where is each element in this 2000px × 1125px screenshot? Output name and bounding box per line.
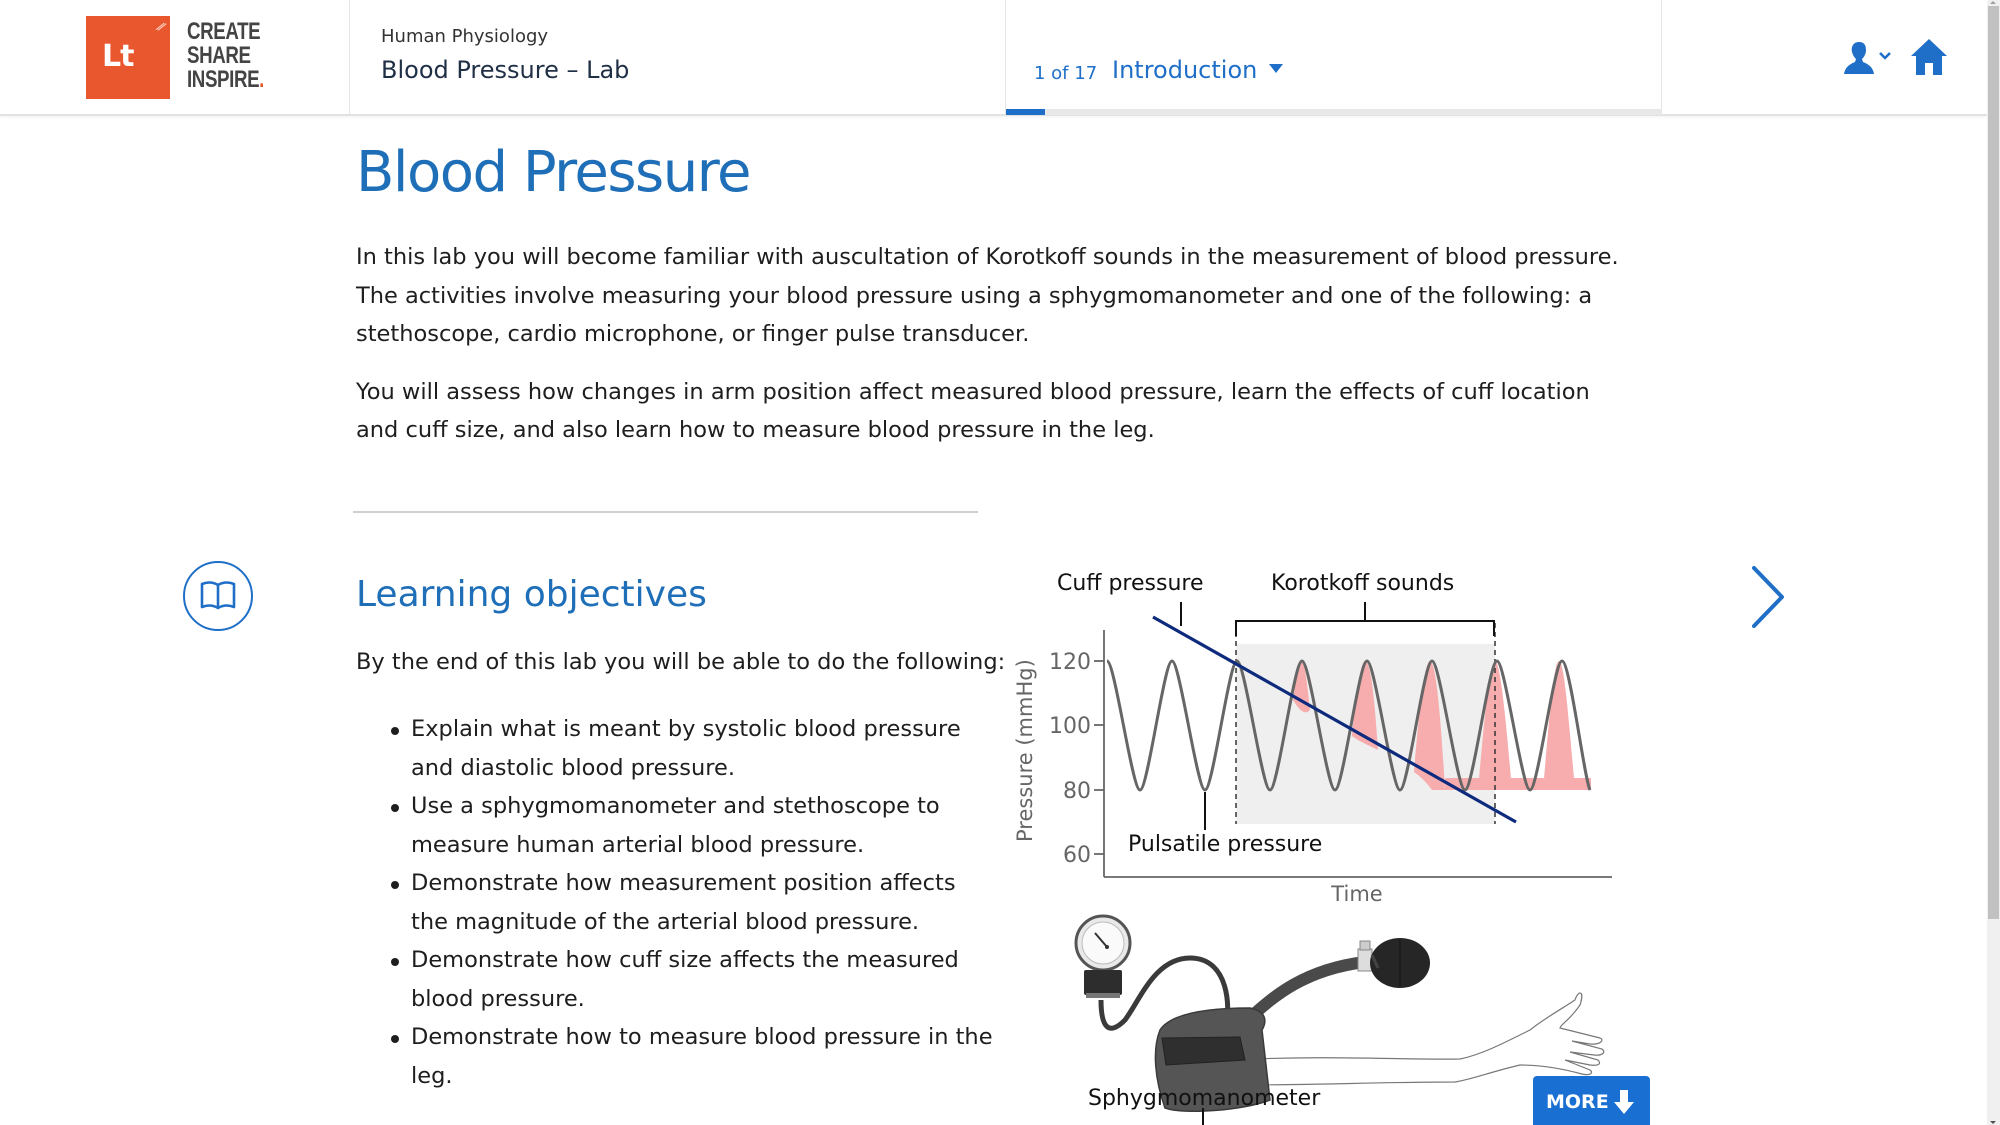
objective-item: Demonstrate how cuff size affects the me… [356,941,996,1018]
spark-icon: ⁄⁄ [156,19,166,35]
top-header: ⁄⁄ Lt CREATE SHARE INSPIRE. Human Physio… [0,0,1987,116]
home-icon [1911,39,1947,75]
objectives-list: Explain what is meant by systolic blood … [356,710,996,1095]
page-position: 1 of 17 [1034,63,1098,84]
tagline-line: CREATE [187,18,261,45]
caret-down-icon [1269,63,1284,73]
scroll-up-icon[interactable] [1990,1,1996,4]
blood-pressure-diagram: 120 100 80 60 Pressure (mmHg) Time Cuff … [1013,571,1612,1125]
chevron-right-icon [1752,566,1784,628]
scrollbar-thumb[interactable] [1988,6,1999,919]
objective-item: Use a sphygmomanometer and stethoscope t… [356,787,996,864]
intro-paragraph: You will assess how changes in arm posit… [356,378,1590,444]
more-button[interactable]: MORE [1533,1076,1650,1125]
page-scrollbar[interactable] [1987,0,2000,1125]
logo-area[interactable]: ⁄⁄ Lt CREATE SHARE INSPIRE. [0,0,350,114]
korotkoff-label: Korotkoff sounds [1271,571,1454,596]
sphygmomanometer-label: Sphygmomanometer [1088,1086,1321,1111]
home-button[interactable] [1910,38,1948,76]
chevron-down-icon [1879,52,1891,60]
course-info: Human Physiology Blood Pressure – Lab [351,0,1006,114]
objective-item: Demonstrate how measurement position aff… [356,864,996,941]
scroll-down-icon[interactable] [1990,1121,1996,1124]
section-dropdown-label: Introduction [1112,56,1258,84]
user-icon [1844,42,1891,74]
x-axis-label: Time [1330,882,1382,906]
intro-paragraph: In this lab you will become familiar wit… [356,244,1619,347]
intro-text: In this lab you will become familiar wit… [356,238,1636,469]
user-menu-button[interactable] [1842,40,1894,76]
tagline-line: INSPIRE [187,66,260,93]
objective-item: Demonstrate how to measure blood pressur… [356,1018,996,1095]
objectives-heading: Learning objectives [356,574,707,615]
sphygmomanometer-illustration [1074,914,1605,1125]
cuff-pressure-label: Cuff pressure [1057,571,1203,596]
book-icon [183,561,253,631]
tagline-dot: . [259,66,264,93]
korotkoff-figure: 120 100 80 60 Pressure (mmHg) Time Cuff … [1000,560,1640,1125]
y-axis-label: Pressure (mmHg) [1013,659,1037,842]
section-dropdown[interactable]: Introduction [1112,56,1284,84]
more-button-label: MORE [1546,1091,1609,1113]
y-tick-100: 100 [1049,714,1091,739]
section-divider [353,511,978,513]
logo-mark: ⁄⁄ Lt [86,16,170,99]
next-page-button[interactable] [1748,562,1788,632]
objective-item: Explain what is meant by systolic blood … [356,710,996,787]
logo-mark-text: Lt [102,39,134,74]
logo-tagline: CREATE SHARE INSPIRE. [187,20,264,92]
objectives-lead: By the end of this lab you will be able … [356,649,1006,675]
tagline-line: SHARE [187,42,251,69]
y-tick-80: 80 [1063,779,1091,804]
page-title: Blood Pressure [356,140,751,205]
course-subject: Human Physiology [381,26,549,47]
lesson-progress-bar [1006,109,1662,115]
section-navigator: 1 of 17 Introduction [1006,0,1662,115]
arrow-down-icon [1614,1090,1634,1114]
y-tick-60: 60 [1063,843,1091,868]
pulsatile-label: Pulsatile pressure [1128,832,1322,857]
course-title: Blood Pressure – Lab [381,56,630,84]
y-tick-120: 120 [1049,650,1091,675]
lesson-progress-fill [1006,109,1045,115]
